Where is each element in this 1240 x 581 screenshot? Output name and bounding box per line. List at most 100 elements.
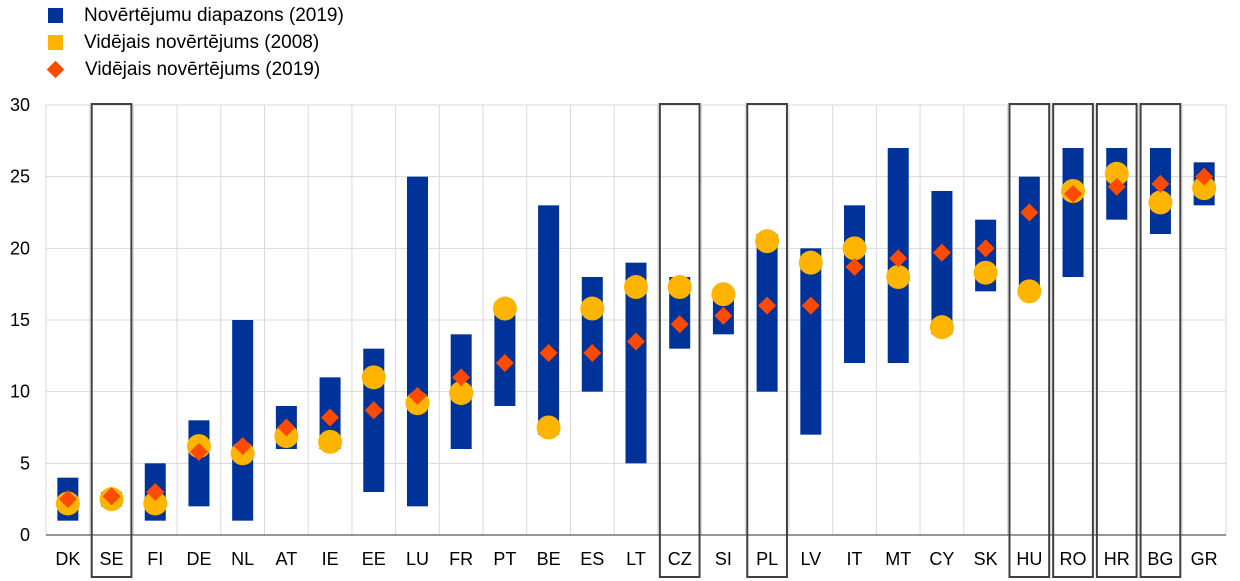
- x-tick-label-bg: BG: [1147, 549, 1173, 569]
- x-tick-label-fi: FI: [147, 549, 163, 569]
- avg-2019-point-it: [845, 257, 864, 276]
- gridlines: [45, 104, 1227, 536]
- avg-2008-point-bg: [1148, 190, 1173, 215]
- x-tick-label-ee: EE: [362, 549, 386, 569]
- x-tick-label-sk: SK: [974, 549, 998, 569]
- y-tick-label: 0: [20, 525, 30, 545]
- avg-2019-point-es: [583, 343, 602, 362]
- y-tick-label: 15: [10, 310, 30, 330]
- avg-2019-point-ie: [321, 408, 340, 427]
- range-bar-nl: [232, 320, 254, 521]
- avg-2019-point-mt: [889, 249, 908, 268]
- avg-2008-point-es: [580, 296, 605, 321]
- avg-2008-point-pl: [755, 229, 780, 254]
- highlight-box-se: [90, 103, 133, 578]
- avg-2019-point-se: [102, 487, 121, 506]
- highlight-box-hr: [1095, 103, 1138, 578]
- avg-2019-point-fr: [452, 368, 471, 387]
- avg-2019-markers: [58, 167, 1214, 509]
- avg-2019-point-ee: [364, 401, 383, 420]
- range-bar-it: [844, 205, 866, 363]
- x-tick-label-ro: RO: [1060, 549, 1087, 569]
- range-bar-es: [581, 277, 603, 392]
- avg-2008-point-be: [536, 415, 561, 440]
- highlight-box-bg: [1139, 103, 1182, 578]
- range-bar-lt: [625, 262, 647, 464]
- range-bar-cy: [931, 191, 953, 335]
- y-tick-label: 20: [10, 238, 30, 258]
- x-tick-label-mt: MT: [885, 549, 911, 569]
- x-tick-label-de: DE: [186, 549, 211, 569]
- x-tick-label-se: SE: [100, 549, 124, 569]
- avg-2019-point-dk: [58, 490, 77, 509]
- x-tick-label-nl: NL: [231, 549, 254, 569]
- x-tick-label-fr: FR: [449, 549, 473, 569]
- x-tick-label-si: SI: [715, 549, 732, 569]
- avg-2008-point-ee: [361, 365, 386, 390]
- x-tick-label-it: IT: [847, 549, 863, 569]
- avg-2019-point-pt: [495, 354, 514, 372]
- highlight-box-cz: [658, 103, 701, 578]
- highlight-box-pl: [746, 103, 788, 578]
- legend-label-range: Novērtējumu diapazons (2019): [84, 4, 344, 26]
- x-tick-label-gr: GR: [1191, 549, 1218, 569]
- highlight-box-ro: [1052, 103, 1094, 578]
- highlight-box-hu: [1008, 103, 1051, 578]
- avg-2019-point-be: [539, 343, 558, 362]
- avg-2008-point-sk: [973, 260, 998, 285]
- y-axis-ticks: 0 5 10 15 20 25 30: [10, 95, 30, 545]
- avg-2019-point-si: [714, 306, 733, 325]
- x-tick-label-lt: LT: [626, 549, 646, 569]
- avg-2019-point-gr: [1195, 167, 1214, 186]
- avg-2019-point-lu: [408, 386, 427, 405]
- avg-2019-point-ro: [1064, 184, 1083, 203]
- avg-2008-point-lv: [798, 250, 823, 275]
- avg-2008-point-fi: [143, 491, 168, 516]
- avg-2008-point-ie: [318, 429, 343, 454]
- avg-2008-point-cz: [667, 275, 692, 300]
- avg-2019-point-pl: [758, 296, 777, 315]
- x-tick-label-pt: PT: [493, 549, 516, 569]
- legend-swatch-avg-2008: [48, 35, 63, 50]
- avg-2019-point-at: [277, 418, 296, 437]
- x-tick-label-be: BE: [537, 549, 561, 569]
- y-tick-label: 30: [10, 95, 30, 115]
- avg-2008-point-gr: [1192, 176, 1217, 201]
- avg-2008-point-pt: [492, 296, 517, 321]
- avg-2008-point-cy: [929, 315, 954, 340]
- range-bar-ro: [1062, 148, 1084, 277]
- x-tick-label-cy: CY: [929, 549, 954, 569]
- legend-item-avg-2019: Vidējais novērtējums (2019): [46, 56, 344, 83]
- x-axis-ticks: DK SE FI DE NL AT IE EE LU FR PT BE ES LT CZ SI PL LV IT MT…: [55, 549, 1217, 569]
- avg-2019-point-fi: [146, 483, 165, 501]
- avg-2019-point-sk: [976, 239, 995, 258]
- range-bar-be: [538, 205, 560, 435]
- legend: Novērtējumu diapazons (2019) Vidējais no…: [46, 2, 344, 83]
- x-tick-label-lu: LU: [406, 549, 429, 569]
- x-tick-label-dk: DK: [55, 549, 80, 569]
- avg-2019-point-nl: [233, 437, 252, 456]
- highlight-boxes: [90, 103, 1182, 578]
- x-tick-label-pl: PL: [756, 549, 778, 569]
- x-tick-label-at: AT: [276, 549, 298, 569]
- legend-label-avg-2008: Vidējais novērtējums (2008): [84, 31, 320, 53]
- y-tick-label: 10: [10, 382, 30, 402]
- avg-2019-point-cz: [670, 315, 689, 334]
- avg-2019-point-lv: [801, 296, 820, 315]
- x-tick-label-es: ES: [580, 549, 604, 569]
- legend-item-range: Novērtējumu diapazons (2019): [48, 2, 344, 29]
- avg-2008-point-it: [842, 236, 867, 261]
- y-tick-label: 5: [20, 453, 30, 473]
- avg-2008-point-fr: [449, 381, 474, 406]
- x-tick-label-ie: IE: [322, 549, 339, 569]
- range-bar-hu: [1018, 176, 1040, 292]
- avg-2008-point-si: [711, 282, 736, 307]
- legend-label-avg-2019: Vidējais novērtējums (2019): [85, 58, 321, 80]
- avg-2008-point-mt: [886, 265, 911, 289]
- avg-2019-point-cy: [932, 243, 951, 262]
- avg-2019-point-bg: [1151, 174, 1170, 193]
- avg-2019-point-hr: [1107, 177, 1126, 196]
- x-tick-label-lv: LV: [800, 549, 821, 569]
- x-tick-label-cz: CZ: [668, 549, 692, 569]
